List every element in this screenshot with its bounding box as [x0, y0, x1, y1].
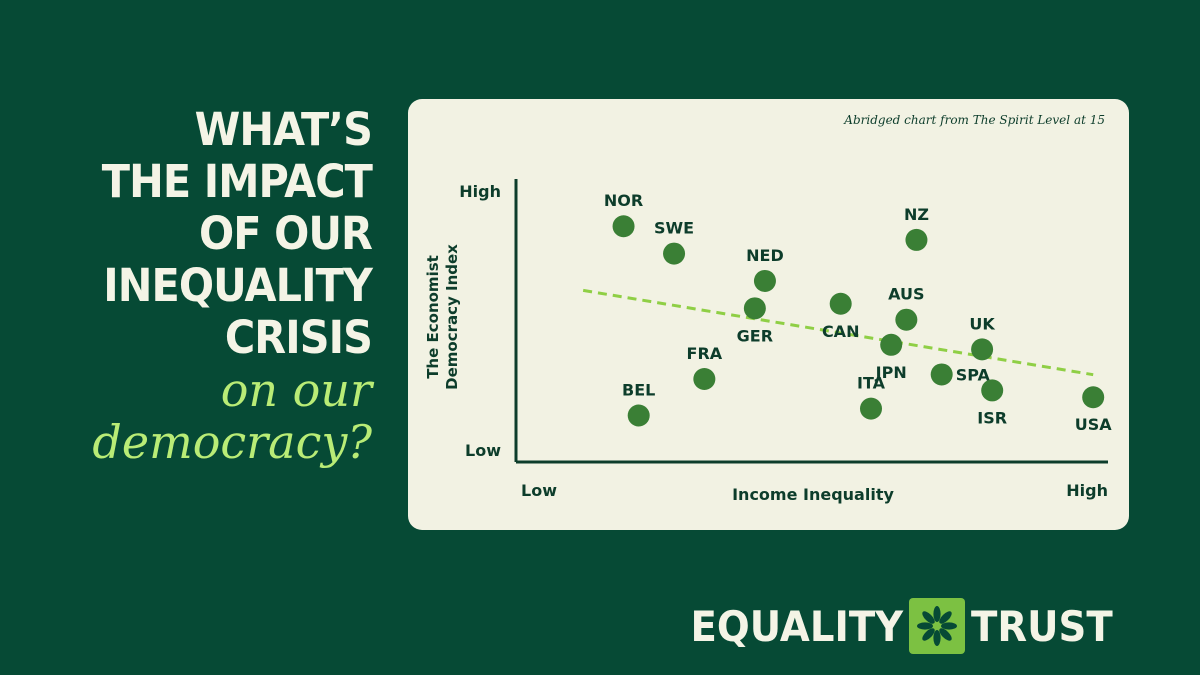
- headline-line-4: INEQUALITY: [103, 259, 373, 312]
- x-tick-label-high: High: [1066, 481, 1108, 500]
- y-axis-label: The EconomistDemocracy Index: [424, 244, 461, 390]
- point-can: [829, 292, 852, 315]
- point-usa: [1082, 386, 1105, 409]
- point-label-usa: USA: [1075, 415, 1113, 434]
- headline-accent-1: on our: [220, 363, 372, 417]
- point-label-bel: BEL: [622, 380, 655, 399]
- equality-trust-logo: EQUALITY TRUST: [672, 596, 1125, 656]
- flower-asterisk-icon: [909, 598, 966, 654]
- headline-line-1: WHAT’S: [194, 103, 373, 156]
- point-label-swe: SWE: [654, 219, 694, 238]
- point-label-nz: NZ: [904, 205, 929, 224]
- y-tick-label-low: Low: [465, 441, 501, 460]
- point-label-ned: NED: [746, 246, 784, 265]
- logo-word-trust: TRUST: [971, 601, 1113, 651]
- chart-card: Abridged chart from The Spirit Level at …: [408, 99, 1129, 530]
- headline-accent-2: democracy?: [92, 415, 372, 469]
- point-nz: [905, 228, 928, 251]
- y-tick-label-high: High: [459, 182, 501, 201]
- point-label-fra: FRA: [687, 344, 723, 363]
- point-fra: [693, 368, 716, 390]
- x-tick-label-low: Low: [521, 481, 557, 500]
- point-label-jpn: JPN: [875, 363, 907, 382]
- point-label-uk: UK: [969, 314, 995, 333]
- point-label-nor: NOR: [604, 191, 643, 210]
- point-label-isr: ISR: [977, 408, 1007, 427]
- point-uk: [971, 338, 994, 361]
- point-aus: [895, 308, 918, 331]
- point-nor: [612, 215, 635, 238]
- scatter-chart: High Low Low High Income Inequality The Econo…: [424, 179, 1113, 504]
- headline-line-3: OF OUR: [198, 207, 373, 260]
- chart-source-note: Abridged chart from The Spirit Level at …: [844, 113, 1105, 127]
- point-label-aus: AUS: [888, 285, 924, 304]
- x-axis-label: Income Inequality: [732, 485, 894, 504]
- point-label-spa: SPA: [956, 365, 991, 384]
- point-label-can: CAN: [822, 322, 860, 341]
- logo-word-equality: EQUALITY: [690, 601, 904, 651]
- headline: WHAT’S THE IMPACT OF OUR INEQUALITY CRIS…: [0, 103, 373, 469]
- point-isr: [981, 379, 1004, 402]
- headline-line-2: THE IMPACT: [101, 155, 373, 208]
- point-ger: [743, 297, 766, 320]
- point-swe: [663, 242, 686, 265]
- point-label-ita: ITA: [857, 374, 886, 393]
- point-label-ger: GER: [737, 326, 773, 345]
- point-spa: [930, 363, 953, 386]
- point-bel: [627, 404, 650, 427]
- point-ned: [753, 269, 776, 292]
- point-jpn: [880, 333, 903, 356]
- headline-line-5: CRISIS: [224, 311, 373, 364]
- point-ita: [860, 397, 882, 420]
- trend-line: [582, 288, 1094, 377]
